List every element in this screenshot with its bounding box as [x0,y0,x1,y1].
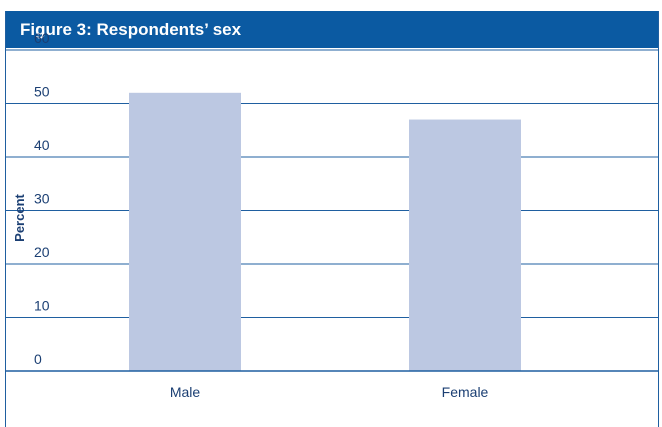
y-tick-label-30: 30 [34,191,50,207]
bar-female [409,119,521,371]
bar-male [129,92,241,372]
y-axis-label: Percent [12,193,27,241]
y-tick-label-0: 0 [34,351,42,367]
x-tick-label-male: Male [170,384,201,400]
y-tick-label-40: 40 [34,137,50,153]
figure-panel: Figure 3: Respondents’ sex [5,11,659,427]
figure-title: Figure 3: Respondents’ sex [6,11,658,48]
y-tick-label-20: 20 [34,244,50,260]
y-tick-label-10: 10 [34,298,50,314]
x-tick-label-female: Female [442,384,489,400]
y-tick-label-60: 60 [34,30,50,46]
y-tick-label-50: 50 [34,84,50,100]
